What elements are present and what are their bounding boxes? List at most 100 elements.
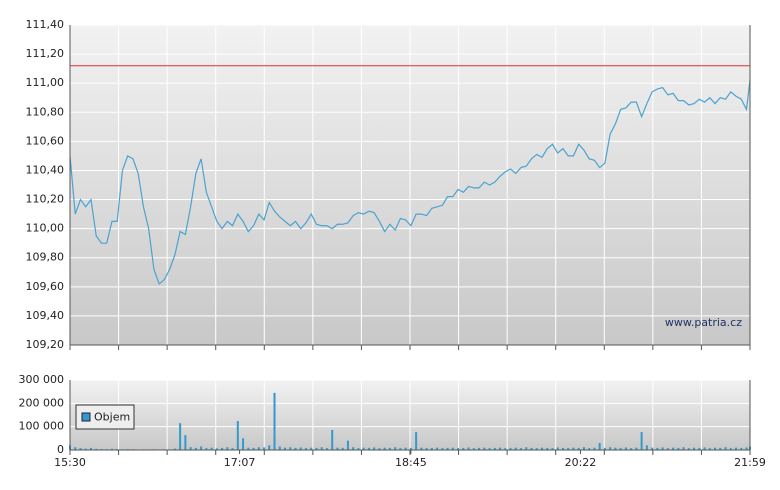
volume-bar <box>205 448 208 450</box>
volume-bar <box>221 447 224 450</box>
volume-bar <box>582 447 585 450</box>
volume-bar <box>561 447 564 450</box>
volume-bar <box>666 448 669 450</box>
volume-bar <box>247 447 250 450</box>
volume-bar <box>373 447 376 450</box>
volume-bar <box>609 447 612 450</box>
volume-bar <box>394 447 397 450</box>
y-tick-label: 111,40 <box>26 18 65 31</box>
volume-bar <box>593 447 596 450</box>
volume-bar <box>624 447 627 450</box>
volume-bar <box>729 448 732 450</box>
volume-bar <box>735 447 738 450</box>
volume-bar <box>436 447 439 450</box>
y-tick-label: 110,00 <box>26 222 65 235</box>
volume-bar <box>614 447 617 450</box>
volume-bar <box>425 448 428 450</box>
volume-bar <box>462 447 465 450</box>
volume-bar <box>740 447 743 450</box>
volume-bar <box>257 447 260 450</box>
volume-bar <box>457 448 460 450</box>
volume-bar <box>95 448 98 450</box>
x-tick-label: 20:22 <box>565 456 597 469</box>
volume-bar <box>645 445 648 450</box>
volume-bar <box>341 447 344 450</box>
volume-bar <box>367 447 370 450</box>
volume-bar <box>540 447 543 450</box>
volume-bar <box>352 447 355 450</box>
volume-bar <box>110 448 113 450</box>
volume-bar <box>619 447 622 450</box>
x-tick-label: 15:30 <box>54 456 86 469</box>
volume-bar <box>273 392 276 450</box>
watermark: www.patria.cz <box>665 316 742 329</box>
volume-bar <box>226 447 229 450</box>
volume-bar <box>336 447 339 450</box>
legend-label: Objem <box>94 411 130 424</box>
volume-bar <box>268 445 271 450</box>
volume-bar <box>383 447 386 450</box>
volume-bar <box>310 447 313 450</box>
volume-bar <box>430 447 433 450</box>
volume-bar <box>446 447 449 450</box>
volume-bar <box>651 447 654 450</box>
volume-bar <box>84 448 87 450</box>
volume-bar <box>520 448 523 450</box>
volume-bar <box>530 447 533 450</box>
volume-bar <box>173 448 176 450</box>
volume-bar <box>719 447 722 450</box>
volume-bar <box>89 447 92 450</box>
volume-bar <box>693 447 696 450</box>
legend-swatch <box>81 412 91 422</box>
volume-bar <box>215 448 218 450</box>
volume-bar <box>325 448 328 450</box>
volume-bar <box>231 448 234 450</box>
volume-bar <box>415 432 418 450</box>
volume-bar <box>409 447 412 450</box>
y-tick-label: 109,20 <box>26 338 65 351</box>
y-tick-label: 100 000 <box>19 420 65 433</box>
volume-bar <box>74 447 77 450</box>
volume-bar <box>493 447 496 450</box>
y-tick-label: 109,80 <box>26 251 65 264</box>
y-tick-label: 110,20 <box>26 193 65 206</box>
volume-bar <box>242 438 245 450</box>
y-tick-label: 109,60 <box>26 280 65 293</box>
volume-bar <box>630 448 633 450</box>
volume-bar <box>194 447 197 450</box>
volume-bar <box>179 423 182 450</box>
volume-bar <box>362 447 365 450</box>
y-tick-label: 109,40 <box>26 309 65 322</box>
volume-bar <box>189 447 192 450</box>
volume-bar <box>724 447 727 450</box>
x-tick-label: 18:45 <box>395 456 427 469</box>
volume-bar <box>441 448 444 450</box>
volume-bar <box>588 448 591 450</box>
y-tick-label: 200 000 <box>19 396 65 409</box>
volume-bar <box>451 447 454 450</box>
price-line <box>69 80 751 285</box>
volume-bar <box>687 448 690 450</box>
volume-bar <box>472 448 475 450</box>
volume-bar <box>677 447 680 450</box>
volume-bar <box>315 447 318 450</box>
volume-bar <box>672 447 675 450</box>
volume-bar <box>294 447 297 450</box>
volume-bar <box>745 447 748 450</box>
volume-bar <box>467 447 470 450</box>
y-tick-label: 111,20 <box>26 47 65 60</box>
volume-bar <box>598 443 601 450</box>
volume-bar <box>263 447 266 450</box>
volume-bar <box>525 447 528 450</box>
volume-bar <box>252 447 255 450</box>
volume-bar <box>546 447 549 450</box>
volume-bar <box>635 447 638 450</box>
volume-bar <box>488 448 491 450</box>
volume-bar <box>551 448 554 450</box>
volume-bar <box>640 432 643 450</box>
volume-bar <box>509 447 512 450</box>
volume-bar <box>388 447 391 450</box>
x-tick-label: 21:59 <box>734 456 766 469</box>
volume-bar <box>200 446 203 450</box>
